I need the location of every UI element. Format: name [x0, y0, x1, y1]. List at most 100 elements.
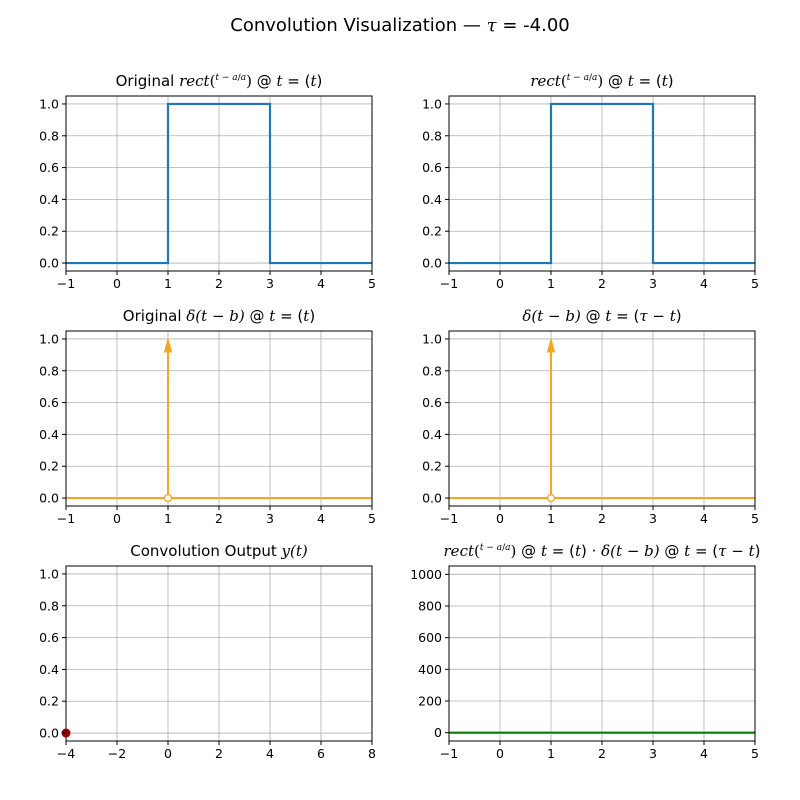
- y-tick-label: 1.0: [39, 566, 59, 581]
- y-tick-label: 0.8: [39, 363, 59, 378]
- panel-title: δ(t − b) @ t = (τ − t): [522, 307, 681, 325]
- y-tick-label: 0.8: [422, 128, 442, 143]
- title-function-1: δ(t − b): [522, 307, 581, 325]
- plot-area: −1 0 1 2 3 4 5 0.0 0.2 0.4 0.6 0.8 1.0: [39, 330, 376, 526]
- title-function-1: rect: [179, 72, 210, 90]
- y-tick-label: 0: [434, 725, 442, 740]
- x-tick-label: 4: [317, 276, 325, 291]
- y-tick-label: 800: [418, 598, 442, 613]
- x-tick-label: 2: [598, 746, 606, 761]
- plot-area: −1 0 1 2 3 4 5 0.0 0.2 0.4 0.6 0.8 1.0: [422, 95, 759, 291]
- y-tick-label: 0.2: [422, 459, 442, 474]
- y-tick-label: 0.4: [39, 427, 59, 442]
- y-tick-label: 0.0: [422, 256, 442, 271]
- y-tick-label: 1.0: [422, 96, 442, 111]
- title-function-1: rect: [530, 72, 561, 90]
- x-tick-label: 0: [164, 746, 172, 761]
- panel-original-delta: −1 0 1 2 3 4 5 0.0 0.2 0.4 0.6 0.8 1.0 Original δ(t …: [39, 307, 376, 526]
- title-prefix: Original: [116, 72, 179, 90]
- x-tick-label: −1: [440, 276, 458, 291]
- panel-title: rect(t − a/a) @ t = (t): [530, 72, 673, 90]
- x-tick-label: −1: [57, 511, 75, 526]
- y-tick-label: 1.0: [422, 331, 442, 346]
- x-tick-label: 3: [266, 276, 274, 291]
- x-tick-label: −1: [440, 746, 458, 761]
- impulse-arrowhead: [546, 337, 556, 353]
- x-tick-label: 5: [368, 276, 376, 291]
- x-tick-label: 3: [649, 276, 657, 291]
- x-tick-label: 2: [598, 511, 606, 526]
- x-tick-label: 4: [700, 746, 708, 761]
- y-tick-label: 0.4: [39, 662, 59, 677]
- series-line: [449, 102, 755, 265]
- x-tick-label: 5: [751, 746, 759, 761]
- panel-original-rect: −1 0 1 2 3 4 5 0.0 0.2 0.4 0.6 0.8 1.0 Original rect…: [39, 72, 376, 291]
- impulse-arrowhead: [163, 337, 173, 353]
- x-tick-label: 4: [700, 511, 708, 526]
- x-tick-label: 2: [598, 276, 606, 291]
- title-function-1: y(t): [281, 542, 308, 560]
- y-tick-label: 0.0: [39, 726, 59, 741]
- x-tick-label: 4: [266, 746, 274, 761]
- x-tick-label: 2: [215, 511, 223, 526]
- x-tick-label: 1: [164, 511, 172, 526]
- x-tick-label: 8: [368, 746, 376, 761]
- title-function-2: δ(t − b): [601, 542, 660, 560]
- y-tick-label: 0.0: [39, 491, 59, 506]
- y-tick-label: 200: [418, 694, 442, 709]
- x-tick-label: 5: [751, 276, 759, 291]
- x-tick-label: 0: [113, 511, 121, 526]
- y-tick-label: 0.8: [39, 598, 59, 613]
- x-tick-label: 1: [547, 511, 555, 526]
- y-tick-label: 0.6: [39, 630, 59, 645]
- panel-title: rect(t − a/a) @ t = (t) · δ(t − b) @ t =…: [444, 542, 761, 560]
- x-tick-label: 2: [215, 746, 223, 761]
- x-tick-label: −1: [57, 276, 75, 291]
- panel-delta-flipped: −1 0 1 2 3 4 5 0.0 0.2 0.4 0.6 0.8 1.0 δ(t − b) @ t …: [422, 307, 759, 526]
- x-tick-label: 6: [317, 746, 325, 761]
- panel-convolution-output: −4 −2 0 2 4 6 8 0.0 0.2 0.4 0.6 0.8 1.0 Convolution …: [39, 542, 376, 761]
- y-tick-label: 0.8: [39, 128, 59, 143]
- y-tick-label: 0.2: [39, 224, 59, 239]
- x-tick-label: 1: [164, 276, 172, 291]
- y-tick-label: 0.2: [422, 224, 442, 239]
- x-tick-label: 1: [547, 746, 555, 761]
- y-tick-label: 0.2: [39, 694, 59, 709]
- x-tick-label: 0: [496, 276, 504, 291]
- x-tick-label: 0: [496, 746, 504, 761]
- x-tick-label: 2: [215, 276, 223, 291]
- x-tick-label: −2: [108, 746, 126, 761]
- title-prefix: Convolution Output: [130, 542, 281, 560]
- x-tick-label: 3: [266, 511, 274, 526]
- title-function-1: rect: [444, 542, 475, 560]
- y-tick-label: 0.6: [39, 160, 59, 175]
- x-tick-label: 0: [113, 276, 121, 291]
- y-tick-label: 400: [418, 662, 442, 677]
- y-tick-label: 0.2: [39, 459, 59, 474]
- impulse-base-marker: [163, 493, 173, 503]
- y-tick-label: 0.4: [422, 427, 442, 442]
- grid-lines: [65, 566, 373, 741]
- x-tick-label: 4: [700, 276, 708, 291]
- title-function-1: δ(t − b): [186, 307, 245, 325]
- y-tick-label: 0.4: [422, 192, 442, 207]
- y-tick-label: 0.0: [422, 491, 442, 506]
- panel-title: Convolution Output y(t): [130, 542, 308, 560]
- x-tick-label: 1: [547, 276, 555, 291]
- figure-suptitle: Convolution Visualization — τ = -4.00: [230, 15, 569, 36]
- y-tick-label: 1.0: [39, 96, 59, 111]
- plot-area: −1 0 1 2 3 4 5 0 200 400 600 800 1000: [410, 565, 759, 761]
- series-line: [66, 102, 372, 265]
- y-tick-label: 1000: [410, 567, 442, 582]
- x-tick-label: 3: [649, 746, 657, 761]
- y-tick-label: 0.6: [39, 395, 59, 410]
- panel-rect: −1 0 1 2 3 4 5 0.0 0.2 0.4 0.6 0.8 1.0 rect(t − a/a)…: [422, 72, 759, 291]
- y-tick-label: 0.4: [39, 192, 59, 207]
- x-tick-label: −1: [440, 511, 458, 526]
- y-tick-label: 0.0: [39, 256, 59, 271]
- y-tick-label: 0.8: [422, 363, 442, 378]
- panel-title: Original rectt − a(t − a/a) @ t = (t): [116, 72, 323, 90]
- y-tick-label: 600: [418, 630, 442, 645]
